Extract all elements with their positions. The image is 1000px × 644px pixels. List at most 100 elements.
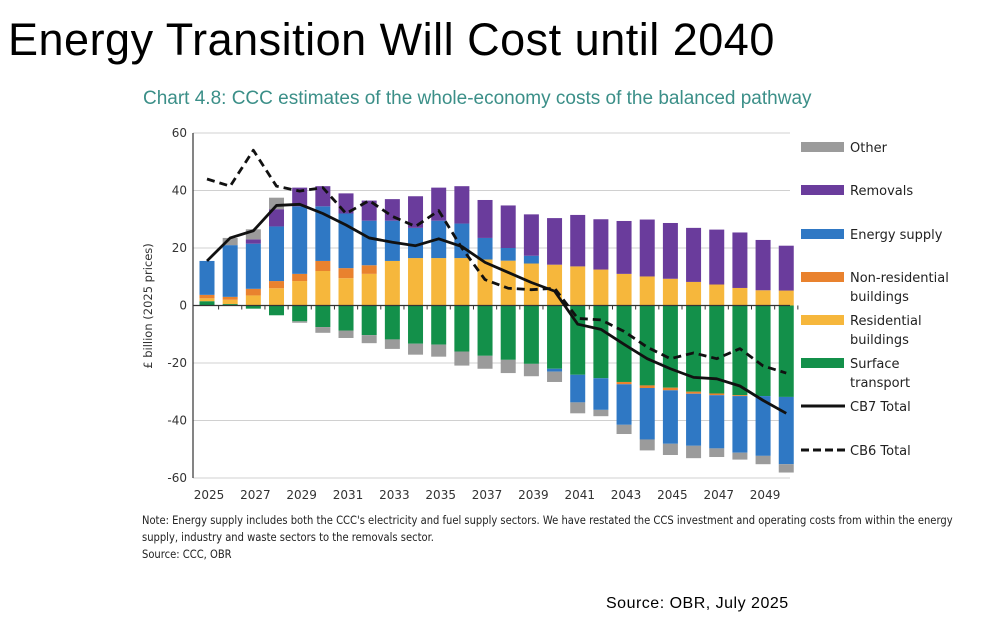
legend-item: Other <box>801 141 888 156</box>
bar-segment-energy-supply <box>315 206 331 261</box>
bar-segment-surface-transport <box>639 305 655 386</box>
bar-segment-surface-transport <box>408 305 424 344</box>
bar-segment-energy-supply <box>199 260 215 295</box>
x-tick-label: 2045 <box>657 488 688 502</box>
bar-segment-energy-supply <box>732 396 748 453</box>
bar-segment-surface-transport <box>338 305 354 331</box>
x-tick-label: 2031 <box>333 488 364 502</box>
bar-segment-surface-transport <box>778 305 794 397</box>
bar-segment-residential-buildings <box>292 281 308 306</box>
legend-label: Surface <box>850 357 900 372</box>
bar-segment-surface-transport <box>454 305 470 352</box>
y-tick-label: -40 <box>167 414 187 428</box>
y-tick-label: -20 <box>167 356 187 370</box>
y-tick-label: 60 <box>172 126 187 140</box>
bar-segment-non-residential-buildings <box>361 265 377 274</box>
bar-segment-non-residential-buildings <box>292 273 308 282</box>
bar-segment-other <box>778 464 794 473</box>
bar-segment-non-residential-buildings <box>222 296 238 300</box>
bar-segment-removals <box>662 222 678 279</box>
bar-segment-surface-transport <box>431 305 447 345</box>
bar-segment-residential-buildings <box>222 299 238 305</box>
x-tick-label: 2027 <box>240 488 271 502</box>
bar-segment-removals <box>477 199 493 238</box>
bar-segment-energy-supply <box>616 384 632 425</box>
cb7-total-line <box>206 202 787 415</box>
legend-item: CB7 Total <box>801 400 911 415</box>
legend-item: Residential buildings <box>801 314 922 348</box>
bar-segment-energy-supply <box>686 393 702 446</box>
bar-segment-energy-supply <box>408 227 424 259</box>
bar-segment-surface-transport <box>755 305 771 397</box>
bar-segment-energy-supply <box>662 390 678 444</box>
legend-label: CB7 Total <box>850 400 911 415</box>
bar-segment-surface-transport <box>523 305 539 364</box>
chart-note: Note: Energy supply includes both the CC… <box>142 512 968 563</box>
y-axis-label: £ billion (2025 prices) <box>141 243 155 369</box>
bar-segment-residential-buildings <box>778 290 794 306</box>
legend-swatch <box>801 272 844 282</box>
bar-segment-non-residential-buildings <box>686 391 702 394</box>
bar-segment-non-residential-buildings <box>639 385 655 389</box>
bar-segment-residential-buildings <box>408 258 424 306</box>
bar-segment-other <box>477 355 493 369</box>
bar-segment-non-residential-buildings <box>616 381 632 385</box>
bar-segment-removals <box>755 239 771 291</box>
legend-label: Energy supply <box>850 228 943 243</box>
bar-segment-removals <box>778 245 794 291</box>
x-tick-label: 2049 <box>750 488 781 502</box>
bar-segment-non-residential-buildings <box>338 268 354 279</box>
x-tick-label: 2035 <box>425 488 456 502</box>
legend-item: Energy supply <box>801 228 943 243</box>
total-lines <box>206 148 787 415</box>
bar-segment-energy-supply <box>547 368 563 372</box>
bar-segment-residential-buildings <box>732 287 748 306</box>
bar-segment-residential-buildings <box>523 263 539 306</box>
note-text: Note: Energy supply includes both the CC… <box>142 513 953 544</box>
bar-segment-removals <box>732 232 748 288</box>
legend-label: CB6 Total <box>850 444 911 459</box>
bar-segment-residential-buildings <box>199 298 215 302</box>
legend-item: Surface transport <box>801 357 910 391</box>
bar-segment-other <box>523 363 539 377</box>
legend-label: Non-residential <box>850 271 949 286</box>
bar-segment-surface-transport <box>570 305 586 375</box>
bar-segment-removals <box>686 227 702 282</box>
y-tick-label: 20 <box>172 241 187 255</box>
bar-segment-surface-transport <box>292 305 308 322</box>
bar-segment-removals <box>269 209 285 227</box>
bar-segment-other <box>500 359 516 374</box>
bar-segment-residential-buildings <box>616 273 632 306</box>
bar-segment-other <box>245 229 261 240</box>
cb6-total-line <box>206 148 787 375</box>
bar-segment-residential-buildings <box>662 278 678 306</box>
bar-segment-residential-buildings <box>570 266 586 306</box>
x-tick-label: 2047 <box>703 488 734 502</box>
legend-label: Residential <box>850 314 922 329</box>
bar-segment-other <box>616 424 632 435</box>
bar-segment-energy-supply <box>361 220 377 266</box>
bar-segment-removals <box>547 218 563 265</box>
bar-segment-removals <box>593 219 609 270</box>
y-tick-label: -60 <box>167 471 187 485</box>
bar-segment-removals <box>639 219 655 277</box>
bar-segment-residential-buildings <box>639 276 655 306</box>
bar-segment-non-residential-buildings <box>732 395 748 397</box>
bar-segment-surface-transport <box>361 305 377 336</box>
bar-segment-removals <box>709 229 725 285</box>
bar-segment-surface-transport <box>686 305 702 392</box>
bar-segment-other <box>431 344 447 357</box>
bar-segment-energy-supply <box>593 378 609 410</box>
bar-segment-other <box>570 402 586 414</box>
x-tick-label: 2029 <box>286 488 317 502</box>
bar-segment-energy-supply <box>477 237 493 260</box>
bar-segment-other <box>292 321 308 323</box>
bar-segment-surface-transport <box>547 305 563 369</box>
bar-segment-surface-transport <box>384 305 400 340</box>
legend-swatch <box>801 358 844 368</box>
bar-segment-energy-supply <box>222 245 238 297</box>
bar-segment-removals <box>616 220 632 274</box>
legend-item: Removals <box>801 184 913 199</box>
bar-segment-residential-buildings <box>315 271 331 306</box>
bar-segment-energy-supply <box>500 248 516 261</box>
